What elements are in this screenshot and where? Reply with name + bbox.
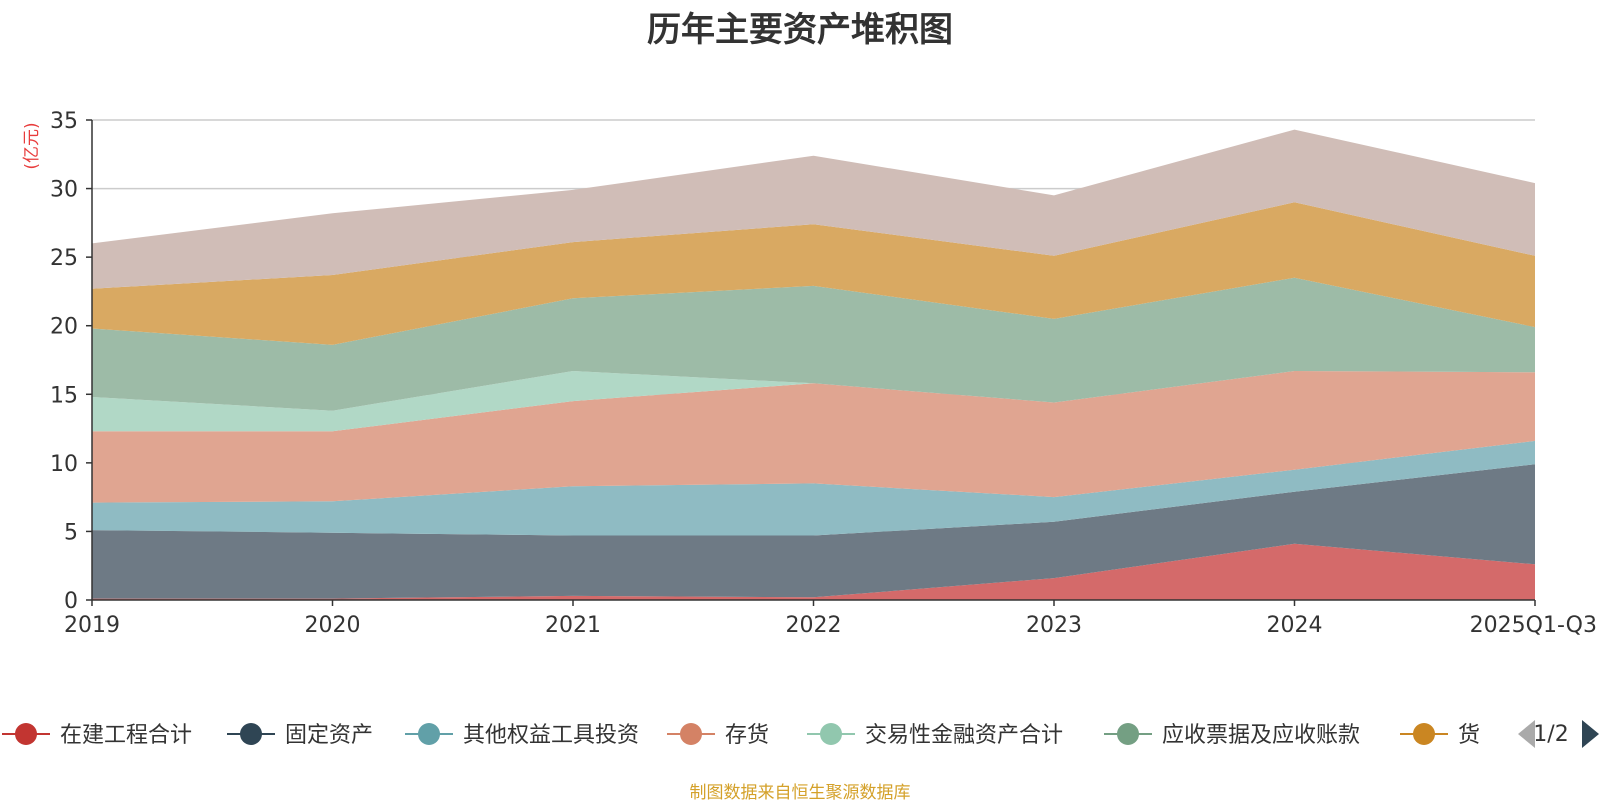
legend-marker xyxy=(1117,723,1139,745)
legend-item[interactable]: 交易性金融资产合计 xyxy=(807,723,1063,748)
area-series xyxy=(92,464,1535,599)
y-tick-label: 25 xyxy=(50,246,78,271)
legend-label: 货 xyxy=(1458,723,1480,748)
y-tick-label: 0 xyxy=(64,589,78,614)
source-note: 制图数据来自恒生聚源数据库 xyxy=(689,783,911,803)
legend-marker xyxy=(15,723,37,745)
legend-item[interactable]: 应收票据及应收账款 xyxy=(1104,723,1360,748)
x-tick-label: 2024 xyxy=(1267,613,1323,638)
legend-item[interactable]: 其他权益工具投资 xyxy=(405,723,639,748)
area-series xyxy=(92,371,1535,432)
legend-label: 存货 xyxy=(725,723,769,748)
y-tick-label: 15 xyxy=(50,383,78,408)
chart-title: 历年主要资产堆积图 xyxy=(647,10,953,50)
y-tick-label: 30 xyxy=(50,178,78,203)
y-tick-label: 5 xyxy=(64,520,78,545)
x-tick-label: 2019 xyxy=(64,613,120,638)
legend-next-page-icon[interactable] xyxy=(1582,720,1599,748)
legend: 在建工程合计 固定资产 其他权益工具投资 存货 交易性金融资产合计 应收票据及应收账款 货 1… xyxy=(2,720,1599,748)
legend-item[interactable]: 在建工程合计 xyxy=(2,723,192,748)
legend-item[interactable]: 货 xyxy=(1400,723,1480,748)
y-axis-label: (亿元) xyxy=(22,122,42,169)
legend-item[interactable]: 固定资产 xyxy=(227,723,373,748)
x-tick-label: 2023 xyxy=(1026,613,1082,638)
legend-prev-page-icon[interactable] xyxy=(1518,720,1535,748)
y-tick-label: 35 xyxy=(50,109,78,134)
legend-marker xyxy=(680,723,702,745)
legend-page-indicator: 1/2 xyxy=(1533,722,1568,747)
legend-marker xyxy=(240,723,262,745)
area-series xyxy=(92,440,1535,536)
legend-label: 在建工程合计 xyxy=(60,723,192,748)
area-series xyxy=(92,129,1535,289)
legend-label: 其他权益工具投资 xyxy=(463,723,639,748)
area-series xyxy=(92,202,1535,345)
x-tick-label: 2025Q1-Q3 xyxy=(1470,613,1597,638)
x-tick-label: 2022 xyxy=(786,613,842,638)
legend-label: 固定资产 xyxy=(285,723,373,748)
x-tick-label: 2020 xyxy=(305,613,361,638)
y-tick-label: 10 xyxy=(50,452,78,477)
area-series xyxy=(92,543,1535,600)
legend-item[interactable]: 存货 xyxy=(667,723,769,748)
axis-layer: 0 5 10 15 20 25 30 35 2019 2020 2021 2022 2023 2024 20… xyxy=(22,109,1597,638)
legend-label: 交易性金融资产合计 xyxy=(865,723,1063,748)
area-layer xyxy=(92,129,1535,600)
area-series xyxy=(92,277,1535,411)
legend-marker xyxy=(820,723,842,745)
x-tick-label: 2021 xyxy=(545,613,601,638)
area-series xyxy=(92,371,1535,503)
legend-marker xyxy=(418,723,440,745)
y-tick-label: 20 xyxy=(50,315,78,340)
legend-marker xyxy=(1413,723,1435,745)
legend-label: 应收票据及应收账款 xyxy=(1162,723,1360,748)
